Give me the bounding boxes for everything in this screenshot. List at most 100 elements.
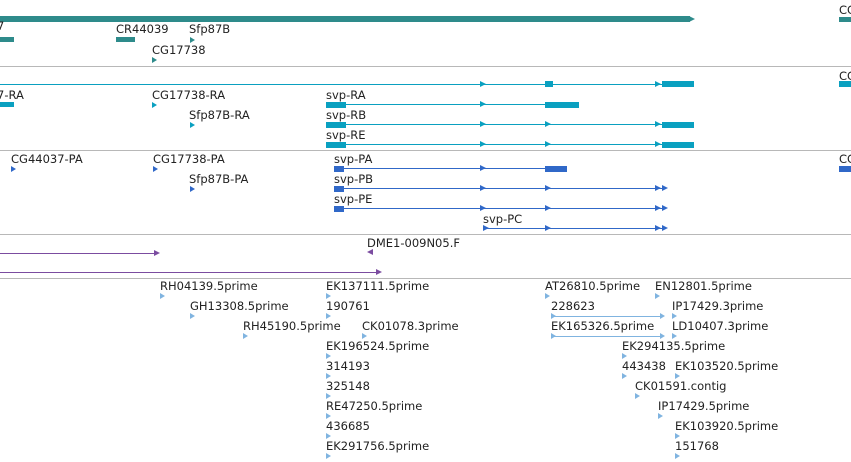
- est-label[interactable]: EN12801.5prime: [655, 279, 752, 293]
- est-label[interactable]: EK196524.5prime: [326, 339, 430, 353]
- gene-label-cut-left[interactable]: 7: [0, 19, 5, 33]
- est-feature[interactable]: [326, 293, 331, 299]
- clone-label-dme1[interactable]: DME1-009N05.F: [367, 236, 460, 250]
- est-label[interactable]: CK01078.3prime: [362, 319, 459, 333]
- protein-cg44037-pa[interactable]: [11, 166, 16, 172]
- svp-re-exon[interactable]: [326, 142, 346, 148]
- gene-feature-cr44039[interactable]: [116, 37, 135, 42]
- protein-right-edge[interactable]: [839, 166, 851, 172]
- est-label[interactable]: 314193: [326, 359, 370, 373]
- clone-end-line-2[interactable]: [0, 272, 378, 273]
- protein-label-sfp87b-pa[interactable]: Sfp87B-PA: [189, 172, 249, 186]
- protein-label-svp-pb[interactable]: svp-PB: [334, 172, 374, 186]
- est-feature[interactable]: [622, 353, 627, 359]
- gene-label-cut-right[interactable]: CG: [839, 3, 851, 17]
- est-feature[interactable]: [635, 393, 640, 399]
- transcript-right-edge[interactable]: [839, 81, 851, 87]
- svp-ra-exon[interactable]: [545, 102, 579, 108]
- est-feature[interactable]: [190, 313, 195, 319]
- est-feature[interactable]: [675, 453, 680, 459]
- est-label[interactable]: RE47250.5prime: [326, 399, 423, 413]
- est-feature[interactable]: [362, 333, 367, 339]
- gene-feature-right-edge[interactable]: [839, 17, 851, 22]
- svp-rb-exon[interactable]: [326, 122, 346, 128]
- est-feature[interactable]: [326, 413, 331, 419]
- est-feature[interactable]: [545, 293, 550, 299]
- est-feature[interactable]: [675, 433, 680, 439]
- est-label[interactable]: EK291756.5prime: [326, 439, 430, 453]
- protein-cg17738-pa[interactable]: [153, 166, 158, 172]
- gene-label-cr44039[interactable]: CR44039: [116, 22, 169, 36]
- transcript-label-cut-right[interactable]: CG: [839, 69, 851, 83]
- gene-feature-cg17738[interactable]: [152, 57, 157, 63]
- protein-label-cut-right[interactable]: CG: [839, 152, 851, 166]
- transcript-label-cut-left[interactable]: 7-RA: [0, 88, 24, 102]
- est-feature[interactable]: [243, 333, 248, 339]
- est-label[interactable]: RH45190.5prime: [243, 319, 341, 333]
- protein-label-cg44037-pa[interactable]: CG44037-PA: [11, 152, 83, 166]
- est-feature[interactable]: [551, 333, 556, 339]
- transcript-cg17738-ra[interactable]: [152, 102, 157, 108]
- est-label[interactable]: 151768: [675, 439, 719, 453]
- est-label[interactable]: IP17429.5prime: [658, 399, 750, 413]
- gene-span-bar[interactable]: [0, 16, 690, 22]
- est-feature[interactable]: [160, 293, 165, 299]
- est-label[interactable]: EK103520.5prime: [675, 359, 779, 373]
- est-feature[interactable]: [660, 313, 665, 319]
- est-label[interactable]: CK01591.contig: [635, 379, 727, 393]
- svp-pb-exon[interactable]: [334, 186, 344, 192]
- est-label[interactable]: IP17429.3prime: [672, 299, 764, 313]
- est-label[interactable]: LD10407.3prime: [672, 319, 769, 333]
- svp-rb-exon[interactable]: [662, 122, 694, 128]
- est-label[interactable]: EK294135.5prime: [622, 339, 726, 353]
- protein-label-cg17738-pa[interactable]: CG17738-PA: [153, 152, 225, 166]
- svp-ra-exon[interactable]: [326, 102, 346, 108]
- est-feature[interactable]: [672, 313, 677, 319]
- est-feature[interactable]: [675, 373, 680, 379]
- est-label[interactable]: EK165326.5prime: [551, 319, 655, 333]
- clone-dme1-arrow[interactable]: [367, 249, 373, 255]
- protein-sfp87b-pa[interactable]: [190, 186, 195, 192]
- est-label[interactable]: 325148: [326, 379, 370, 393]
- protein-label-svp-pc[interactable]: svp-PC: [483, 212, 523, 226]
- transcript-label-sfp87b-ra[interactable]: Sfp87B-RA: [189, 108, 250, 122]
- protein-label-svp-pe[interactable]: svp-PE: [334, 192, 373, 206]
- transcript-label-svp-ra[interactable]: svp-RA: [326, 88, 366, 102]
- svp-pa-exon[interactable]: [334, 166, 344, 172]
- est-feature[interactable]: [326, 393, 331, 399]
- gene-feature-sfp87b[interactable]: [190, 37, 195, 43]
- est-label[interactable]: RH04139.5prime: [160, 279, 258, 293]
- est-label[interactable]: AT26810.5prime: [545, 279, 641, 293]
- est-label[interactable]: EK137111.5prime: [326, 279, 430, 293]
- est-label[interactable]: 190761: [326, 299, 370, 313]
- transcript-long-line[interactable]: [0, 84, 692, 85]
- svp-re-exon[interactable]: [662, 142, 694, 148]
- transcript-label-svp-re[interactable]: svp-RE: [326, 128, 366, 142]
- est-feature[interactable]: [326, 453, 331, 459]
- est-feature[interactable]: [655, 293, 660, 299]
- est-feature[interactable]: [326, 433, 331, 439]
- protein-label-svp-pa[interactable]: svp-PA: [334, 152, 373, 166]
- gene-feature-left-edge[interactable]: [0, 37, 14, 42]
- est-label[interactable]: GH13308.5prime: [190, 299, 289, 313]
- est-label[interactable]: 228623: [551, 299, 595, 313]
- est-feature[interactable]: [326, 353, 331, 359]
- svp-pe-exon[interactable]: [334, 206, 344, 212]
- est-feature[interactable]: [672, 333, 677, 339]
- est-feature[interactable]: [551, 313, 556, 319]
- gene-label-cg17738[interactable]: CG17738: [152, 43, 206, 57]
- est-feature[interactable]: [326, 373, 331, 379]
- gene-label-sfp87b[interactable]: Sfp87B: [189, 22, 231, 36]
- est-label[interactable]: 443438: [622, 359, 666, 373]
- transcript-sfp87b-ra[interactable]: [190, 122, 195, 128]
- est-feature[interactable]: [660, 333, 665, 339]
- est-label[interactable]: 436685: [326, 419, 370, 433]
- est-feature[interactable]: [326, 313, 331, 319]
- est-feature[interactable]: [658, 413, 663, 419]
- transcript-label-svp-rb[interactable]: svp-RB: [326, 108, 367, 122]
- clone-end-line-1[interactable]: [0, 253, 156, 254]
- svp-pa-exon[interactable]: [545, 166, 567, 172]
- est-label[interactable]: EK103920.5prime: [675, 419, 779, 433]
- transcript-left-edge[interactable]: [0, 102, 14, 107]
- transcript-label-cg17738-ra[interactable]: CG17738-RA: [152, 88, 226, 102]
